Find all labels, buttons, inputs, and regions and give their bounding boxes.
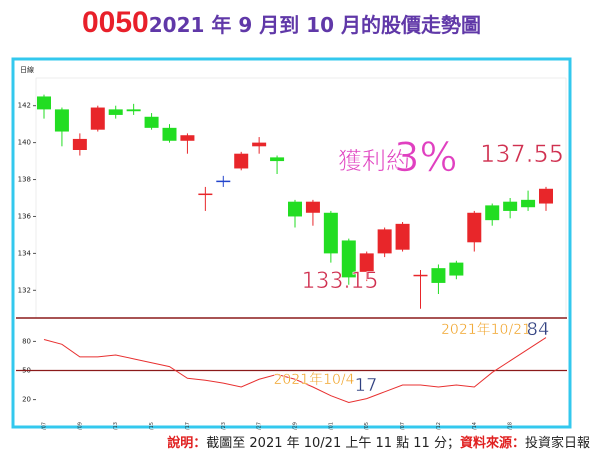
x-tick-label: 2021/09/09 <box>77 422 83 430</box>
candle-body <box>431 268 446 283</box>
candle-body <box>288 201 302 217</box>
candle-body <box>377 229 392 254</box>
annotation: 17 <box>355 375 378 396</box>
footer-label: 說明： <box>167 436 207 451</box>
footer-label: 資料來源： <box>459 436 525 451</box>
x-tick-label: 2021/10/07 <box>400 422 406 430</box>
candle-body <box>305 201 320 213</box>
footer-text: 投資家日報 <box>524 436 590 451</box>
y-tick-label: 134 <box>18 249 32 257</box>
y-tick-label: 20 <box>22 396 31 404</box>
x-tick-label: 2021/10/14 <box>472 422 478 430</box>
candle-body <box>521 199 536 208</box>
candle-body <box>234 153 249 169</box>
stock-code: 0050 <box>82 6 149 39</box>
indicator-line <box>43 337 547 404</box>
candle-body <box>72 138 87 150</box>
candle-body <box>503 201 518 211</box>
y-tick-label: 138 <box>18 176 31 184</box>
candle-body <box>180 135 195 141</box>
candle-body <box>395 223 410 250</box>
annotation: 獲利約 <box>338 147 410 175</box>
y-tick-label: 132 <box>18 286 31 294</box>
footer: 說明：截圖至 2021 年 10/21 上午 11 點 11 分；資料來源：投資… <box>167 432 590 451</box>
candle-body <box>37 96 51 110</box>
candle-body <box>252 142 267 147</box>
annotation: 133.15 <box>302 269 379 294</box>
candle-body <box>449 262 464 276</box>
candle-body <box>323 212 338 254</box>
candle-body <box>108 109 123 115</box>
x-tick-label: 2021/09/07 <box>42 422 48 430</box>
annotation: 2021年10/4 <box>273 372 354 388</box>
candle-body <box>341 240 356 278</box>
x-tick-label: 2021/10/01 <box>328 422 334 430</box>
candle-body <box>126 109 141 112</box>
candle-body <box>539 188 553 204</box>
x-tick-label: 2021/09/29 <box>293 422 299 430</box>
annotation: 84 <box>527 319 550 340</box>
x-tick-label: 2021/10/12 <box>436 422 442 430</box>
x-tick-label: 2021/09/15 <box>149 422 155 430</box>
candle-body <box>162 127 177 141</box>
candle-body <box>54 109 69 132</box>
x-tick-label: 2021/10/18 <box>508 422 514 430</box>
x-tick-label: 2021/09/27 <box>257 422 263 430</box>
candle-body <box>144 116 159 128</box>
chart-label: 日線 <box>20 65 34 74</box>
header: 00502021 年 9 月到 10 月的股價走勢圖 <box>82 6 481 40</box>
annotation: 3% <box>394 135 457 181</box>
x-tick-label: 2021/10/05 <box>364 422 370 430</box>
candle-body <box>485 205 500 221</box>
y-tick-label: 80 <box>22 337 31 345</box>
x-tick-label: 2021/09/13 <box>113 422 119 430</box>
y-tick-label: 136 <box>18 212 32 220</box>
candle-body <box>270 157 285 162</box>
frame <box>11 57 572 429</box>
y-tick-label: 140 <box>18 139 31 147</box>
candle-body <box>90 107 105 130</box>
y-tick-label: 142 <box>18 102 31 110</box>
candle-body <box>359 253 374 272</box>
x-tick-label: 2021/09/23 <box>221 422 227 430</box>
annotation: 2021年10/21 <box>441 322 531 338</box>
footer-text: 截圖至 2021 年 10/21 上午 11 點 11 分； <box>206 436 460 451</box>
annotation: 137.55 <box>480 140 564 168</box>
x-tick-label: 2021/09/17 <box>185 422 191 430</box>
candle-body <box>467 212 482 243</box>
title: 2021 年 9 月到 10 月的股價走勢圖 <box>148 13 481 37</box>
